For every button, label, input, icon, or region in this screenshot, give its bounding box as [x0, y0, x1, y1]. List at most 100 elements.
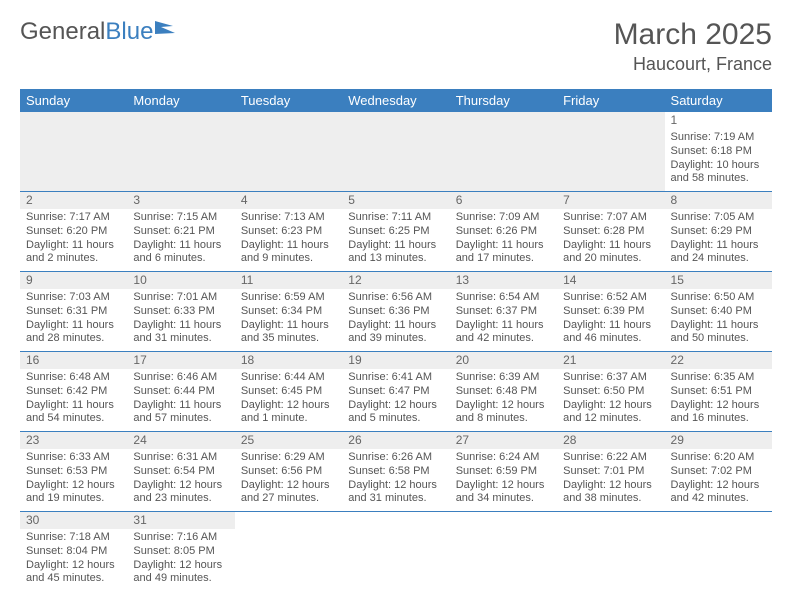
flag-icon: [155, 18, 177, 46]
sunset-text: Sunset: 6:54 PM: [133, 465, 228, 479]
sunrise-text: Sunrise: 6:22 AM: [563, 451, 658, 465]
daylight-text: Daylight: 12 hours and 38 minutes.: [563, 479, 658, 507]
daylight-text: Daylight: 12 hours and 49 minutes.: [133, 559, 228, 587]
calendar-day-cell: 22Sunrise: 6:35 AMSunset: 6:51 PMDayligh…: [665, 352, 772, 432]
daylight-text: Daylight: 12 hours and 23 minutes.: [133, 479, 228, 507]
daylight-text: Daylight: 11 hours and 9 minutes.: [241, 239, 336, 267]
sunset-text: Sunset: 6:26 PM: [456, 225, 551, 239]
day-number: 27: [450, 432, 557, 449]
sunrise-text: Sunrise: 7:11 AM: [348, 211, 443, 225]
sunrise-text: Sunrise: 6:31 AM: [133, 451, 228, 465]
sunset-text: Sunset: 6:36 PM: [348, 305, 443, 319]
calendar-day-cell: 27 Sunrise: 6:24 AMSunset: 6:59 PMDayligh…: [450, 432, 557, 512]
sunrise-text: Sunrise: 6:56 AM: [348, 291, 443, 305]
calendar-day-cell: 7Sunrise: 7:07 AMSunset: 6:28 PMDaylight…: [557, 192, 664, 272]
calendar-day-cell: 23Sunrise: 6:33 AMSunset: 6:53 PMDayligh…: [20, 432, 127, 512]
calendar-day-cell: 28Sunrise: 6:22 AMSunset: 7:01 PMDayligh…: [557, 432, 664, 512]
calendar-day-cell: 8Sunrise: 7:05 AMSunset: 6:29 PMDaylight…: [665, 192, 772, 272]
daylight-text: Daylight: 12 hours and 34 minutes.: [456, 479, 551, 507]
title-block: March 2025 Haucourt, France: [614, 18, 772, 75]
daylight-text: Daylight: 11 hours and 17 minutes.: [456, 239, 551, 267]
weekday-header: Tuesday: [235, 89, 342, 112]
daylight-text: Daylight: 11 hours and 13 minutes.: [348, 239, 443, 267]
day-number: 22: [665, 352, 772, 369]
sunset-text: Sunset: 6:45 PM: [241, 385, 336, 399]
sunset-text: Sunset: 6:33 PM: [133, 305, 228, 319]
sunset-text: Sunset: 6:25 PM: [348, 225, 443, 239]
daylight-text: Daylight: 11 hours and 57 minutes.: [133, 399, 228, 427]
sunrise-text: Sunrise: 6:37 AM: [563, 371, 658, 385]
weekday-header: Monday: [127, 89, 234, 112]
daylight-text: Daylight: 12 hours and 31 minutes.: [348, 479, 443, 507]
calendar-day-cell: 26Sunrise: 6:26 AMSunset: 6:58 PMDayligh…: [342, 432, 449, 512]
day-number: 6: [450, 192, 557, 209]
calendar-day-cell: 14Sunrise: 6:52 AMSunset: 6:39 PMDayligh…: [557, 272, 664, 352]
day-number: 25: [235, 432, 342, 449]
calendar-day-cell: 21Sunrise: 6:37 AMSunset: 6:50 PMDayligh…: [557, 352, 664, 432]
page-title: March 2025: [614, 18, 772, 52]
daylight-text: Daylight: 11 hours and 50 minutes.: [671, 319, 766, 347]
sunrise-text: Sunrise: 7:19 AM: [671, 131, 766, 145]
sunrise-text: Sunrise: 6:35 AM: [671, 371, 766, 385]
calendar-day-cell: 2Sunrise: 7:17 AMSunset: 6:20 PMDaylight…: [20, 192, 127, 272]
calendar-day-cell: [450, 112, 557, 192]
sunset-text: Sunset: 6:51 PM: [671, 385, 766, 399]
daylight-text: Daylight: 11 hours and 31 minutes.: [133, 319, 228, 347]
sunrise-text: Sunrise: 6:29 AM: [241, 451, 336, 465]
day-number: 18: [235, 352, 342, 369]
calendar-day-cell: 15Sunrise: 6:50 AMSunset: 6:40 PMDayligh…: [665, 272, 772, 352]
day-number: 2: [20, 192, 127, 209]
sunrise-text: Sunrise: 6:24 AM: [456, 451, 551, 465]
calendar-day-cell: 13Sunrise: 6:54 AMSunset: 6:37 PMDayligh…: [450, 272, 557, 352]
sunset-text: Sunset: 6:50 PM: [563, 385, 658, 399]
sunrise-text: Sunrise: 6:54 AM: [456, 291, 551, 305]
calendar-week-row: 23Sunrise: 6:33 AMSunset: 6:53 PMDayligh…: [20, 432, 772, 512]
day-number: 4: [235, 192, 342, 209]
sunrise-text: Sunrise: 6:46 AM: [133, 371, 228, 385]
daylight-text: Daylight: 12 hours and 19 minutes.: [26, 479, 121, 507]
sunset-text: Sunset: 6:42 PM: [26, 385, 121, 399]
daylight-text: Daylight: 11 hours and 39 minutes.: [348, 319, 443, 347]
weekday-header: Sunday: [20, 89, 127, 112]
day-number: 7: [557, 192, 664, 209]
daylight-text: Daylight: 10 hours and 58 minutes.: [671, 159, 766, 187]
calendar-week-row: 16Sunrise: 6:48 AMSunset: 6:42 PMDayligh…: [20, 352, 772, 432]
day-number: 29: [665, 432, 772, 449]
sunrise-text: Sunrise: 7:15 AM: [133, 211, 228, 225]
weekday-header: Saturday: [665, 89, 772, 112]
sunset-text: Sunset: 6:40 PM: [671, 305, 766, 319]
sunset-text: Sunset: 6:21 PM: [133, 225, 228, 239]
calendar-day-cell: [557, 112, 664, 192]
calendar-day-cell: 29Sunrise: 6:20 AMSunset: 7:02 PMDayligh…: [665, 432, 772, 512]
sunrise-text: Sunrise: 6:39 AM: [456, 371, 551, 385]
day-number: 12: [342, 272, 449, 289]
sunrise-text: Sunrise: 6:41 AM: [348, 371, 443, 385]
sunset-text: Sunset: 6:39 PM: [563, 305, 658, 319]
calendar-day-cell: [127, 112, 234, 192]
daylight-text: Daylight: 11 hours and 54 minutes.: [26, 399, 121, 427]
sunrise-text: Sunrise: 6:59 AM: [241, 291, 336, 305]
calendar-day-cell: 6Sunrise: 7:09 AMSunset: 6:26 PMDaylight…: [450, 192, 557, 272]
day-number: 5: [342, 192, 449, 209]
day-number: 15: [665, 272, 772, 289]
calendar-day-cell: 9Sunrise: 7:03 AMSunset: 6:31 PMDaylight…: [20, 272, 127, 352]
calendar-day-cell: [20, 112, 127, 192]
calendar-week-row: 30Sunrise: 7:18 AMSunset: 8:04 PMDayligh…: [20, 512, 772, 592]
sunset-text: Sunset: 6:37 PM: [456, 305, 551, 319]
weekday-header: Wednesday: [342, 89, 449, 112]
daylight-text: Daylight: 11 hours and 6 minutes.: [133, 239, 228, 267]
calendar-day-cell: 4 Sunrise: 7:13 AMSunset: 6:23 PMDaylight…: [235, 192, 342, 272]
weekday-header: Friday: [557, 89, 664, 112]
day-number: 28: [557, 432, 664, 449]
daylight-text: Daylight: 11 hours and 28 minutes.: [26, 319, 121, 347]
sunrise-text: Sunrise: 7:13 AM: [241, 211, 336, 225]
sunrise-text: Sunrise: 7:07 AM: [563, 211, 658, 225]
calendar-day-cell: 3 Sunrise: 7:15 AMSunset: 6:21 PMDaylight…: [127, 192, 234, 272]
sunrise-text: Sunrise: 6:33 AM: [26, 451, 121, 465]
logo-text-part2: Blue: [105, 18, 153, 46]
sunset-text: Sunset: 6:58 PM: [348, 465, 443, 479]
sunset-text: Sunset: 6:59 PM: [456, 465, 551, 479]
day-number: 3: [127, 192, 234, 209]
sunset-text: Sunset: 6:23 PM: [241, 225, 336, 239]
sunset-text: Sunset: 8:05 PM: [133, 545, 228, 559]
